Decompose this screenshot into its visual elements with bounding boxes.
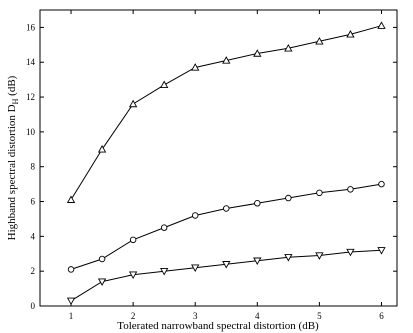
series-1-point-1 (98, 255, 106, 263)
x-tick-label-4: 5 (317, 311, 322, 321)
x-tick-label-0: 1 (69, 311, 74, 321)
series-0-point-9 (346, 30, 355, 38)
series-1 (67, 180, 385, 273)
series-2-point-7 (284, 254, 293, 262)
series-0-point-3 (160, 80, 169, 89)
series-0 (66, 21, 386, 203)
series-0-point-4 (191, 63, 200, 71)
x-tick-label-3: 4 (255, 311, 260, 321)
y-tick-label-7: 14 (26, 57, 36, 67)
y-tick-label-0: 0 (31, 301, 36, 311)
series-2-point-2 (128, 271, 138, 279)
y-tick-label-2: 4 (31, 231, 36, 241)
y-tick-label-4: 8 (31, 162, 36, 172)
y-tick-label-6: 12 (26, 92, 35, 102)
plot-frame (39, 9, 398, 307)
x-tick-label-2: 3 (193, 311, 198, 321)
series-1-point-7 (285, 194, 292, 202)
series-1-point-2 (129, 236, 137, 244)
series-2-point-8 (315, 252, 324, 260)
y-tick-label-8: 16 (26, 22, 36, 32)
y-axis-label-unit: (dB) (6, 75, 18, 98)
y-axis-label-subscript: H (11, 98, 20, 104)
y-tick-label-3: 6 (31, 197, 36, 207)
series-1-point-6 (254, 200, 261, 207)
series-0-point-1 (97, 144, 107, 153)
x-axis-label: Tolerated narrowband spectral distortion… (117, 320, 319, 332)
series-1-point-0 (67, 266, 75, 273)
series-0-point-7 (284, 43, 293, 52)
series-2-point-6 (253, 257, 262, 266)
series-1-line (70, 183, 382, 270)
series-1-point-5 (223, 205, 230, 212)
series-2-point-3 (160, 268, 169, 276)
series-2-point-9 (346, 248, 355, 257)
x-tick-label-5: 6 (379, 311, 384, 321)
y-axis-label: Highband spectral distortion DH (dB) (6, 75, 20, 240)
series-1-point-3 (160, 224, 168, 231)
series-2-point-5 (222, 261, 231, 269)
series-1-point-10 (378, 180, 385, 188)
series-2-point-4 (191, 264, 200, 273)
series-0-point-10 (377, 21, 386, 29)
y-tick-label-5: 10 (26, 127, 36, 137)
series-layer (66, 21, 386, 306)
series-2-point-0 (66, 297, 76, 306)
series-0-point-6 (253, 49, 262, 57)
series-0-point-5 (222, 56, 231, 64)
y-tick-label-1: 2 (31, 266, 36, 276)
series-1-point-9 (347, 186, 354, 193)
series-2-point-10 (377, 247, 386, 255)
series-0-line (70, 25, 382, 201)
x-tick-label-1: 2 (131, 311, 136, 321)
y-axis-label-main: Highband spectral distortion D (6, 104, 18, 240)
series-2-point-1 (97, 278, 107, 286)
series-1-point-8 (316, 189, 323, 197)
series-0-point-2 (128, 99, 138, 108)
series-2-line (70, 249, 382, 302)
series-1-point-4 (191, 212, 199, 219)
series-0-point-8 (315, 37, 324, 45)
series-0-point-0 (66, 195, 76, 203)
series-2 (66, 247, 386, 306)
